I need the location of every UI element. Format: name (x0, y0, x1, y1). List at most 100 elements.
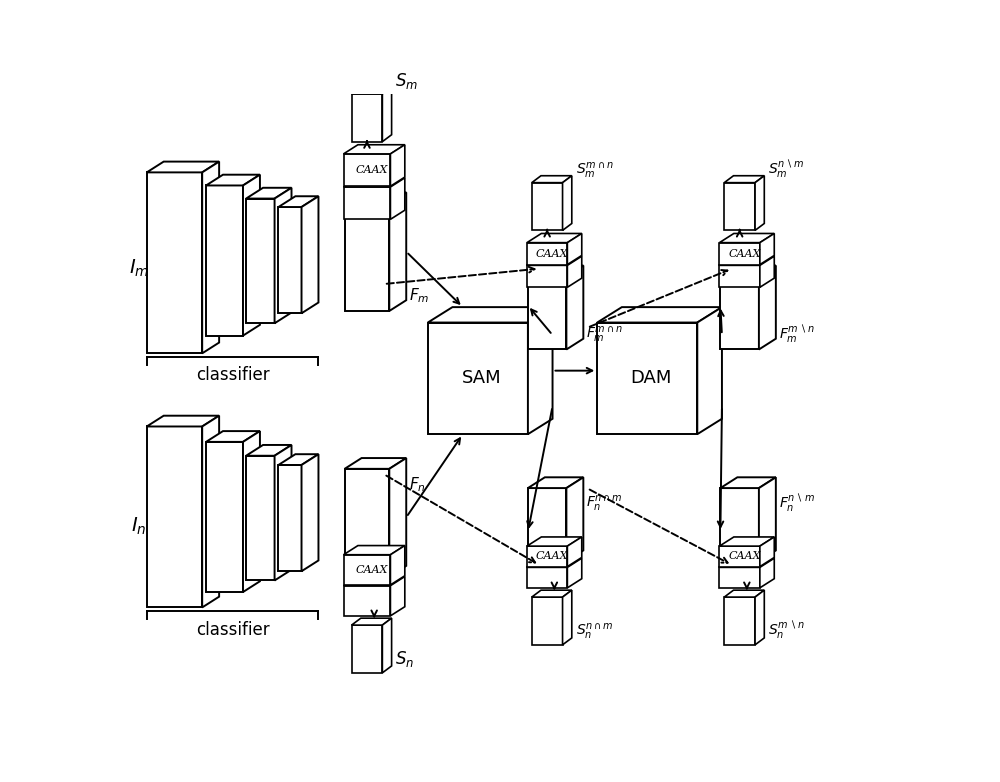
Polygon shape (527, 256, 582, 265)
Polygon shape (760, 558, 774, 588)
Polygon shape (755, 176, 764, 231)
Polygon shape (389, 458, 406, 576)
Polygon shape (345, 203, 389, 311)
Polygon shape (563, 590, 572, 645)
Polygon shape (246, 188, 292, 199)
Polygon shape (597, 322, 697, 434)
Text: $S_n^{n\cap m}$: $S_n^{n\cap m}$ (576, 621, 613, 641)
Polygon shape (344, 187, 390, 219)
Text: $I_m$: $I_m$ (129, 258, 149, 279)
Polygon shape (527, 234, 582, 242)
Polygon shape (527, 265, 567, 287)
Polygon shape (345, 458, 406, 469)
Polygon shape (345, 469, 389, 576)
Text: $S_n$: $S_n$ (395, 649, 415, 669)
Polygon shape (246, 199, 275, 323)
Polygon shape (147, 426, 202, 608)
Text: $F_n^{n\setminus m}$: $F_n^{n\setminus m}$ (779, 493, 815, 514)
Polygon shape (760, 256, 774, 287)
Text: CAAX: CAAX (356, 565, 388, 575)
Polygon shape (243, 431, 260, 592)
Polygon shape (344, 576, 405, 586)
Polygon shape (527, 546, 567, 567)
Polygon shape (567, 537, 582, 567)
Text: $S_m^{n\setminus m}$: $S_m^{n\setminus m}$ (768, 158, 805, 180)
Polygon shape (275, 188, 292, 323)
Polygon shape (428, 307, 553, 322)
Polygon shape (344, 554, 390, 585)
Text: DAM: DAM (630, 369, 672, 387)
Polygon shape (428, 322, 528, 434)
Polygon shape (759, 266, 776, 350)
Polygon shape (202, 416, 219, 608)
Polygon shape (275, 445, 292, 580)
Polygon shape (563, 176, 572, 231)
Polygon shape (302, 454, 318, 571)
Text: $F_n^{n\cap m}$: $F_n^{n\cap m}$ (586, 493, 623, 514)
Text: $F_m^{m\setminus n}$: $F_m^{m\setminus n}$ (779, 324, 815, 345)
Polygon shape (344, 145, 405, 154)
Text: $S_m^{m\cap n}$: $S_m^{m\cap n}$ (576, 160, 613, 180)
Polygon shape (720, 266, 776, 276)
Polygon shape (206, 431, 260, 442)
Polygon shape (760, 234, 774, 264)
Polygon shape (528, 266, 583, 276)
Polygon shape (532, 597, 563, 645)
Polygon shape (344, 154, 390, 186)
Polygon shape (344, 586, 390, 616)
Polygon shape (755, 590, 764, 645)
Polygon shape (382, 619, 392, 673)
Polygon shape (352, 87, 392, 94)
Polygon shape (147, 172, 202, 353)
Polygon shape (344, 546, 405, 554)
Text: $F_m^{m\cap n}$: $F_m^{m\cap n}$ (586, 324, 623, 344)
Text: $S_n^{m\setminus n}$: $S_n^{m\setminus n}$ (768, 619, 805, 641)
Polygon shape (206, 185, 243, 335)
Polygon shape (527, 537, 582, 546)
Polygon shape (246, 456, 275, 580)
Polygon shape (528, 307, 553, 434)
Polygon shape (527, 242, 567, 264)
Polygon shape (345, 192, 406, 203)
Polygon shape (566, 477, 583, 561)
Polygon shape (697, 307, 722, 434)
Polygon shape (597, 307, 722, 322)
Text: classifier: classifier (196, 621, 269, 639)
Polygon shape (202, 162, 219, 353)
Polygon shape (760, 537, 774, 567)
Polygon shape (724, 590, 764, 597)
Polygon shape (532, 176, 572, 183)
Polygon shape (390, 576, 405, 616)
Polygon shape (719, 242, 760, 264)
Text: CAAX: CAAX (728, 249, 761, 259)
Polygon shape (352, 94, 382, 142)
Polygon shape (719, 256, 774, 265)
Polygon shape (390, 178, 405, 219)
Polygon shape (243, 174, 260, 335)
Polygon shape (302, 196, 318, 314)
Polygon shape (719, 546, 760, 567)
Text: CAAX: CAAX (536, 551, 568, 561)
Polygon shape (719, 265, 760, 287)
Text: CAAX: CAAX (536, 249, 568, 259)
Polygon shape (278, 207, 302, 314)
Polygon shape (206, 442, 243, 592)
Polygon shape (567, 234, 582, 264)
Polygon shape (532, 590, 572, 597)
Text: SAM: SAM (462, 369, 502, 387)
Polygon shape (720, 276, 759, 350)
Polygon shape (147, 162, 219, 172)
Polygon shape (206, 174, 260, 185)
Polygon shape (567, 558, 582, 588)
Polygon shape (528, 276, 566, 350)
Polygon shape (759, 477, 776, 561)
Polygon shape (566, 266, 583, 350)
Polygon shape (278, 454, 318, 465)
Polygon shape (390, 546, 405, 585)
Polygon shape (724, 183, 755, 231)
Polygon shape (352, 619, 392, 625)
Text: classifier: classifier (196, 367, 269, 385)
Polygon shape (567, 256, 582, 287)
Text: $F_n$: $F_n$ (409, 475, 426, 493)
Text: $S_m$: $S_m$ (395, 71, 419, 91)
